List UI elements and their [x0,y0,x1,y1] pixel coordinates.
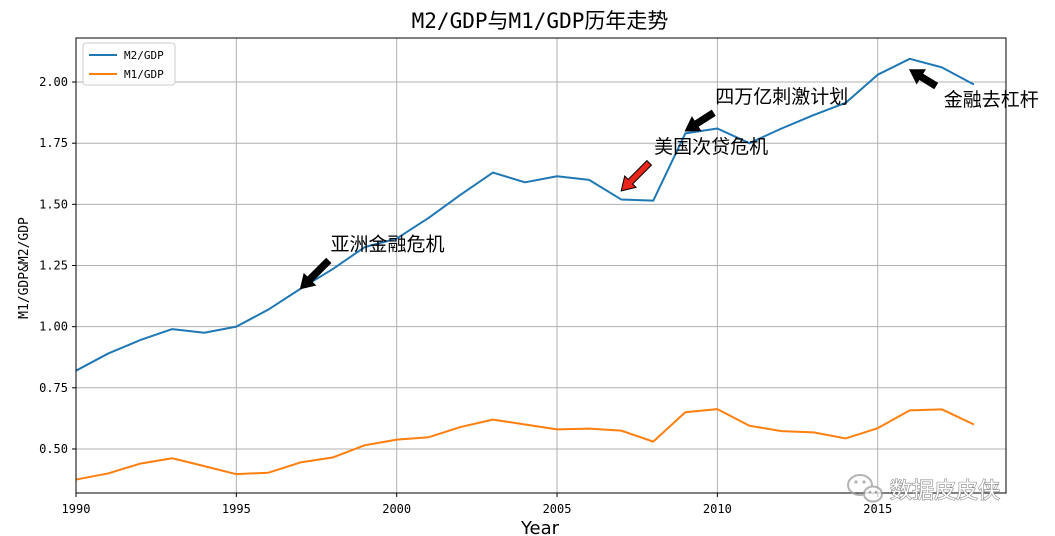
watermark: 数据皮皮侠 [847,474,1001,505]
x-axis-label: Year [520,518,560,536]
y-tick-label: 1.75 [39,136,68,150]
arrow-shape [908,69,939,90]
watermark-text: 数据皮皮侠 [890,479,1000,504]
legend-label: M1/GDP [124,68,164,81]
x-tick-label: 2000 [382,502,411,516]
series-line-m2-gdp [75,57,975,372]
y-axis-label: M1/GDP&M2/GDP [17,217,32,319]
x-tick-label: 2015 [863,502,892,516]
arrow-shape [684,109,716,132]
legend-label: M2/GDP [124,49,164,62]
annotation-label: 金融去杠杆 [944,89,1039,111]
annotation-label: 美国次贷危机 [654,136,768,158]
annotation-arrow [299,257,332,290]
y-tick-label: 1.00 [39,320,68,334]
annotation-label: 亚洲金融危机 [330,234,444,256]
x-tick-label: 2010 [703,502,732,516]
chart-title: M2/GDP与M1/GDP历年走势 [412,9,669,33]
annotation-label: 四万亿刺激计划 [715,86,848,108]
annotation-arrow [908,69,939,90]
y-axis: 0.50 0.75 1.00 1.25 1.50 1.75 2.00 [39,75,76,456]
series-lines [75,57,975,481]
grid [75,38,1006,493]
y-tick-label: 0.50 [39,442,68,456]
arrow-shape [620,159,653,192]
series-line-m1-gdp [75,408,975,481]
annotations: 亚洲金融危机 美国次贷危机 四万亿刺激计划 金融去杠杆 [299,69,1039,290]
annotation-arrow [684,109,716,132]
x-tick-label: 1995 [222,502,251,516]
x-tick-label: 1990 [62,502,91,516]
y-tick-label: 0.75 [39,381,68,395]
annotation-arrow [620,159,653,192]
y-tick-label: 2.00 [39,75,68,89]
arrow-shape [299,257,332,290]
legend: M2/GDP M1/GDP [82,42,176,86]
wechat-icon [847,474,883,503]
x-axis: 1990 1995 2000 2005 2010 2015 [62,493,892,516]
y-tick-label: 1.50 [39,197,68,211]
y-tick-label: 1.25 [39,259,68,273]
x-tick-label: 2005 [543,502,572,516]
